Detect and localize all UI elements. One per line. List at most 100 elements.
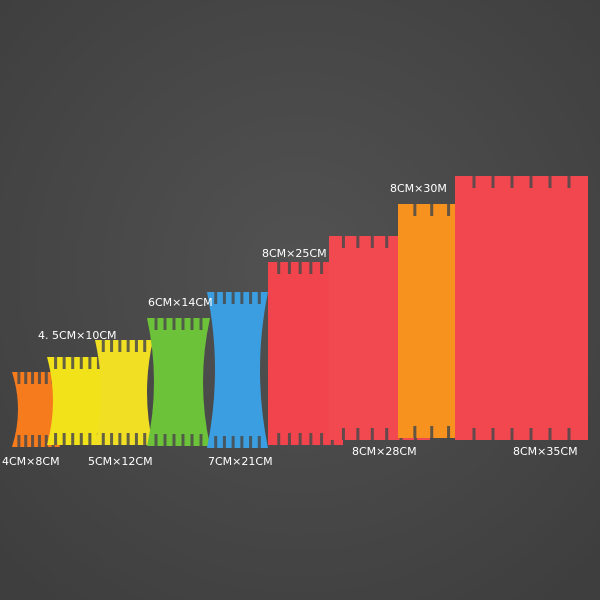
notch	[110, 433, 114, 445]
notch	[240, 436, 244, 448]
size-label: 7CM×21CM	[208, 455, 273, 468]
notch	[548, 428, 552, 440]
notch	[24, 372, 28, 384]
notch	[298, 262, 302, 274]
size-label: 8CM×35CM	[513, 445, 578, 458]
notch	[298, 433, 302, 445]
notch	[356, 236, 360, 248]
notch	[341, 236, 345, 248]
foam-board	[147, 318, 210, 446]
notch	[44, 372, 48, 384]
size-label: 6CM×14CM	[148, 296, 213, 309]
foam-board	[12, 372, 60, 447]
notch	[231, 292, 235, 304]
size-label: 8CM×30M	[390, 182, 447, 195]
notch	[101, 433, 105, 445]
notch	[101, 340, 105, 352]
notch	[370, 428, 374, 440]
notch	[510, 428, 514, 440]
notch	[510, 176, 514, 188]
notch	[17, 372, 21, 384]
notch	[567, 428, 571, 440]
notch	[88, 433, 92, 445]
notch	[447, 204, 451, 216]
notch	[277, 433, 281, 445]
notch	[31, 435, 35, 447]
notch	[249, 436, 253, 448]
size-label: 4CM×8CM	[2, 455, 60, 468]
notch	[240, 292, 244, 304]
notch	[413, 204, 417, 216]
notch	[370, 236, 374, 248]
notch	[491, 176, 495, 188]
notch	[257, 436, 261, 448]
notch	[199, 318, 203, 330]
notch	[190, 318, 194, 330]
notch	[118, 433, 122, 445]
notch	[214, 436, 218, 448]
notch	[249, 292, 253, 304]
notch	[71, 433, 75, 445]
size-label: 4. 5CM×10CM	[38, 329, 117, 342]
notch	[320, 433, 324, 445]
notch	[385, 236, 389, 248]
notch	[181, 318, 185, 330]
notch	[529, 176, 533, 188]
notch	[430, 204, 434, 216]
foam-board	[207, 292, 268, 448]
notch	[44, 435, 48, 447]
notch	[320, 262, 324, 274]
notch	[447, 426, 451, 438]
foam-board	[268, 262, 343, 445]
notch	[277, 262, 281, 274]
notch	[181, 434, 185, 446]
notch	[79, 357, 83, 369]
notch	[472, 428, 476, 440]
notch	[62, 357, 66, 369]
notch	[126, 340, 130, 352]
foam-board	[95, 340, 153, 445]
notch	[172, 434, 176, 446]
notch	[143, 433, 147, 445]
notch	[71, 357, 75, 369]
notch	[37, 435, 41, 447]
notch	[385, 428, 389, 440]
notch	[341, 428, 345, 440]
notch	[356, 428, 360, 440]
notch	[287, 433, 291, 445]
notch	[96, 357, 100, 369]
notch	[231, 436, 235, 448]
notch	[309, 433, 313, 445]
notch	[199, 434, 203, 446]
notch	[54, 357, 58, 369]
notch	[222, 292, 226, 304]
notch	[413, 426, 417, 438]
size-label: 8CM×28CM	[352, 445, 417, 458]
notch	[214, 292, 218, 304]
notch	[31, 372, 35, 384]
notch	[548, 176, 552, 188]
notch	[257, 292, 261, 304]
notch	[37, 372, 41, 384]
notch	[529, 428, 533, 440]
notch	[172, 318, 176, 330]
notch	[163, 318, 167, 330]
notch	[190, 434, 194, 446]
notch	[154, 318, 158, 330]
notch	[134, 340, 138, 352]
size-label: 8CM×25CM	[262, 247, 327, 260]
notch	[110, 340, 114, 352]
notch	[567, 176, 571, 188]
notch	[24, 435, 28, 447]
notch	[309, 262, 313, 274]
foam-board	[455, 176, 588, 440]
notch	[287, 262, 291, 274]
notch	[62, 433, 66, 445]
notch	[126, 433, 130, 445]
notch	[143, 340, 147, 352]
boards	[12, 176, 588, 448]
notch	[222, 436, 226, 448]
notch	[491, 428, 495, 440]
notch	[154, 434, 158, 446]
notch	[118, 340, 122, 352]
